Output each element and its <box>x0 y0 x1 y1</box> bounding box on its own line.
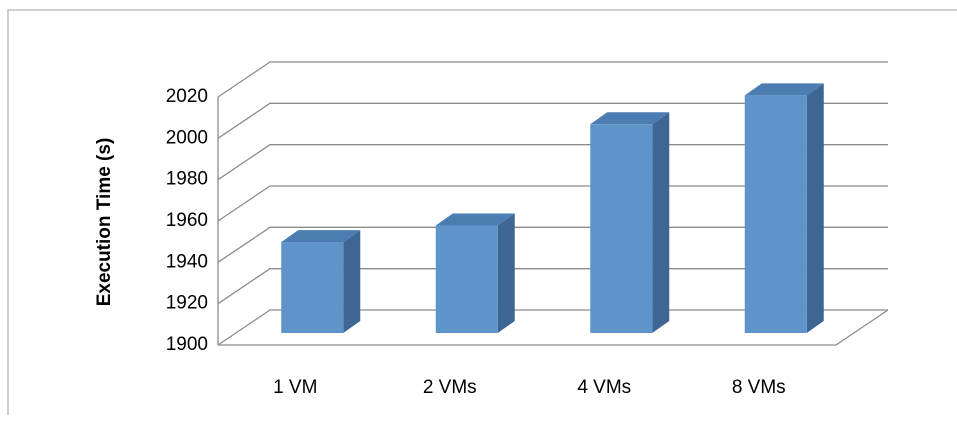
grid-line <box>217 309 888 346</box>
grid-line <box>217 226 888 263</box>
y-tick-label: 1940 <box>166 251 208 272</box>
grid-line <box>217 61 888 98</box>
y-tick-label: 2020 <box>166 86 208 107</box>
x-tick-label: 4 VMs <box>577 377 631 398</box>
y-tick-label: 1900 <box>166 334 208 355</box>
x-tick-label: 8 VMs <box>732 377 786 398</box>
y-axis-label: Execution Time (s) <box>94 138 115 307</box>
x-tick-label: 2 VMs <box>423 377 477 398</box>
y-tick-label: 1980 <box>166 169 208 190</box>
floor <box>218 309 889 346</box>
bar-top <box>590 112 670 125</box>
y-tick-label: 1960 <box>166 210 208 231</box>
grid-line <box>217 102 888 139</box>
x-tick-label: 1 VM <box>273 377 317 398</box>
chart-border <box>7 9 957 415</box>
grid-line <box>217 185 888 222</box>
bar-top <box>435 213 515 226</box>
bar-side <box>343 230 361 333</box>
bar-side <box>806 83 824 333</box>
y-tick-label: 2000 <box>166 127 208 148</box>
bar <box>281 242 344 333</box>
bar <box>744 95 807 333</box>
bar-side <box>497 213 515 333</box>
bar-top <box>744 83 824 96</box>
bar-top <box>281 230 361 243</box>
bar-side <box>652 112 670 334</box>
bar <box>590 124 653 334</box>
y-tick-label: 1920 <box>166 293 208 314</box>
bar <box>435 225 498 333</box>
grid-line <box>217 268 888 305</box>
grid-line <box>217 144 888 181</box>
